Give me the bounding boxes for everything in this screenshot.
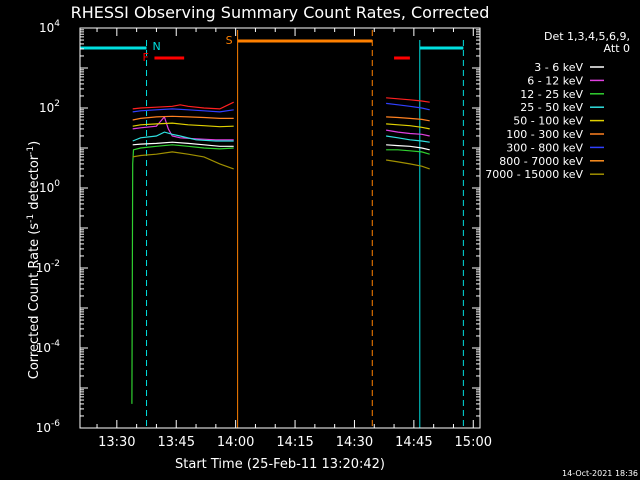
y-tick-label: 100 (39, 179, 60, 195)
legend-entry-label: 25 - 50 keV (520, 101, 583, 114)
x-tick-label: 13:30 (98, 435, 135, 450)
x-tick-label: 15:00 (455, 435, 492, 450)
series-line-5-b (386, 116, 430, 122)
series-line-6-a (132, 108, 234, 113)
y-tick-base: 10 (39, 21, 54, 35)
series-line-2-b (386, 149, 430, 155)
series-line-1-a (132, 115, 234, 141)
y-tick-base: 10 (36, 421, 51, 435)
series-line-4-b (386, 123, 430, 130)
x-tick-label: 14:45 (395, 435, 432, 450)
legend-header-2: Att 0 (604, 42, 630, 55)
series-line-1-b (386, 129, 430, 137)
y-tick-base: 10 (36, 261, 51, 275)
y-axis-label: Corrected Count Rate (s-1 detector-1) (26, 141, 42, 379)
night-label: N (153, 40, 161, 53)
legend-header-1: Det 1,3,4,5,6,9, (544, 30, 630, 43)
y-tick-exp: 2 (54, 99, 60, 109)
date-stamp: 14-Oct-2021 18:36 (562, 469, 638, 478)
ylabel-mid: detector (27, 154, 42, 214)
ylabel-sup: -1 (26, 214, 36, 223)
y-tick-base: 10 (36, 341, 51, 355)
y-tick-exp: 0 (54, 179, 60, 189)
series-line-red-b (386, 97, 430, 103)
saa-label: S (226, 34, 233, 47)
legend-entry-label: 6 - 12 keV (527, 74, 583, 87)
y-tick-exp: -2 (51, 259, 60, 269)
y-tick-label: 104 (39, 19, 60, 35)
legend-entry-label: 3 - 6 keV (534, 61, 583, 74)
x-tick-label: 13:45 (158, 435, 195, 450)
series-line-red-a (132, 101, 234, 110)
series-line-6-b (386, 102, 430, 111)
x-axis-label: Start Time (25-Feb-11 13:20:42) (175, 457, 385, 472)
legend-entry-label: 300 - 800 keV (506, 141, 583, 154)
series-line-8-b (386, 159, 430, 170)
flare-label: F (142, 51, 148, 64)
y-tick-exp: 4 (54, 19, 60, 29)
y-tick-label: 10-2 (36, 259, 60, 275)
series-line-0-a (132, 141, 234, 147)
y-tick-base: 10 (39, 101, 54, 115)
x-tick-label: 14:00 (217, 435, 254, 450)
series-line-8-a (132, 151, 234, 170)
chart-title: RHESSI Observing Summary Count Rates, Co… (71, 3, 490, 22)
legend-entry-label: 7000 - 15000 keV (485, 168, 583, 181)
x-tick-label: 14:15 (276, 435, 313, 450)
y-tick-exp: -6 (51, 419, 60, 429)
x-tick-label: 14:30 (336, 435, 373, 450)
legend-entry-label: 50 - 100 keV (513, 115, 583, 128)
y-tick-exp: -4 (51, 339, 60, 349)
legend-entry-label: 100 - 300 keV (506, 128, 583, 141)
y-tick-base: 10 (39, 181, 54, 195)
series-line-0-b (386, 144, 430, 151)
ylabel-tail: ) (27, 141, 42, 146)
legend-entry-label: 12 - 25 keV (520, 88, 583, 101)
y-tick-label: 10-6 (36, 419, 61, 435)
series-line-4-a (132, 122, 234, 128)
series-line-3-b (386, 135, 430, 143)
legend-entry-label: 800 - 7000 keV (499, 155, 583, 168)
y-tick-label: 102 (39, 99, 60, 115)
series-line-3-a (132, 131, 234, 142)
ylabel-main: Corrected Count Rate (s (27, 223, 42, 380)
y-tick-label: 10-4 (36, 339, 61, 355)
series-line-5-a (132, 115, 234, 121)
ylabel-sup2: -1 (26, 146, 36, 155)
